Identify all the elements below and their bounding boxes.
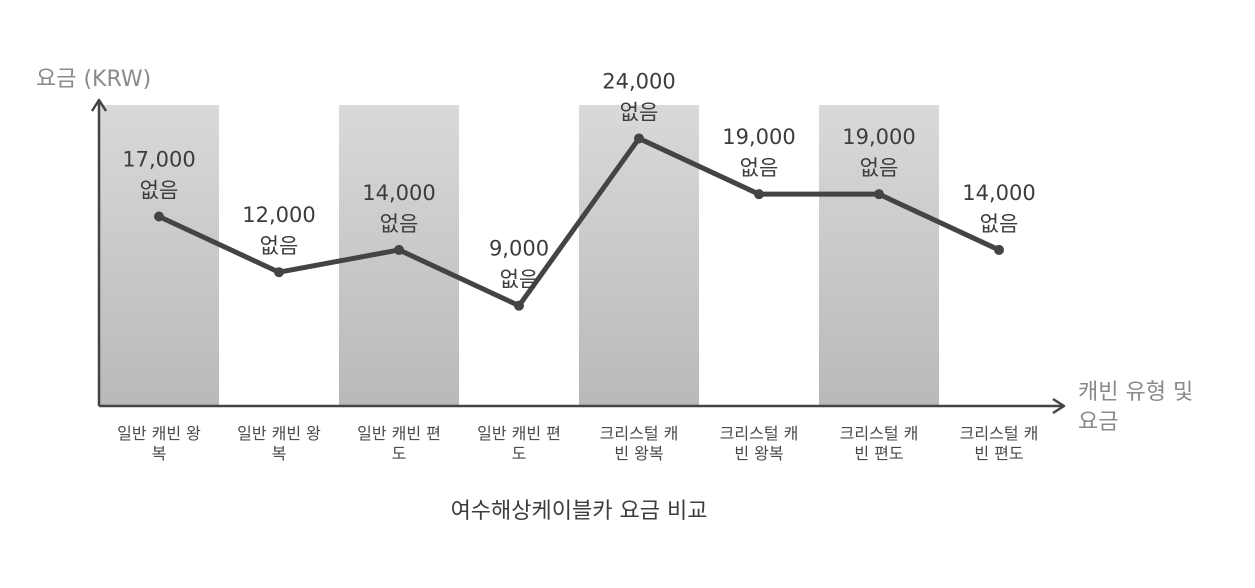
data-labels: 17,000 없음 12,000 없음 14,000 없음 9,000 없음 24,000 없음 1… xyxy=(122,69,1035,291)
x-tick-label: 일반 캐빈 편 xyxy=(477,424,561,443)
y-axis-title: 요금 (KRW) xyxy=(36,67,151,92)
data-point xyxy=(394,244,404,255)
x-tick-label: 크리스털 캐 xyxy=(720,424,799,443)
data-label: 14,000 xyxy=(362,181,435,205)
series-line xyxy=(156,135,1002,309)
x-tick-label: 복 xyxy=(272,444,287,463)
x-tick-label: 크리스털 캐 xyxy=(960,424,1039,443)
data-label: 17,000 xyxy=(122,147,195,171)
data-label: 없음 xyxy=(500,268,539,292)
x-tick-label: 크리스털 캐 xyxy=(840,424,919,443)
x-tick-label: 도 xyxy=(512,444,527,463)
x-tick-label: 일반 캐빈 왕 xyxy=(117,424,201,443)
x-tick-label: 빈 왕복 xyxy=(734,444,783,463)
data-label: 없음 xyxy=(740,156,779,180)
data-label: 12,000 xyxy=(242,203,315,227)
data-label: 없음 xyxy=(380,212,419,236)
data-label: 24,000 xyxy=(602,69,675,93)
data-label: 14,000 xyxy=(962,181,1035,205)
x-axis-title-line-1: 캐빈 유형 및 xyxy=(1078,380,1193,405)
x-axis-arrow xyxy=(1052,397,1066,415)
axes xyxy=(90,98,1066,415)
data-label: 없음 xyxy=(620,100,659,124)
x-axis-title-line-2: 요금 xyxy=(1078,410,1118,435)
data-point xyxy=(994,244,1004,255)
data-point xyxy=(514,300,524,311)
x-tick-label: 도 xyxy=(392,444,407,463)
data-point xyxy=(154,211,164,222)
data-point xyxy=(874,189,884,200)
data-label: 없음 xyxy=(860,156,899,180)
category-bands xyxy=(99,105,939,406)
x-tick-label: 크리스털 캐 xyxy=(600,424,679,443)
x-tick-label: 일반 캐빈 편 xyxy=(357,424,441,443)
category-band xyxy=(99,105,219,406)
category-band xyxy=(819,105,939,406)
x-tick-label: 일반 캐빈 왕 xyxy=(237,424,321,443)
data-label: 없음 xyxy=(140,178,179,202)
x-tick-label: 빈 편도 xyxy=(854,444,903,463)
data-label: 19,000 xyxy=(842,125,915,149)
data-points xyxy=(154,133,1004,311)
data-point xyxy=(754,189,764,200)
series-line-group xyxy=(156,135,1002,309)
data-point xyxy=(634,133,644,144)
x-tick-label: 빈 왕복 xyxy=(614,444,663,463)
chart-caption: 여수해상케이블카 요금 비교 xyxy=(451,499,708,524)
data-label: 없음 xyxy=(260,234,299,258)
data-point xyxy=(274,267,284,278)
x-tick-label: 복 xyxy=(152,444,167,463)
category-band xyxy=(579,105,699,406)
data-label: 없음 xyxy=(980,212,1019,236)
y-axis-arrow xyxy=(90,98,108,112)
x-tick-label: 빈 편도 xyxy=(974,444,1023,463)
data-label: 9,000 xyxy=(489,237,549,261)
data-label: 19,000 xyxy=(722,125,795,149)
